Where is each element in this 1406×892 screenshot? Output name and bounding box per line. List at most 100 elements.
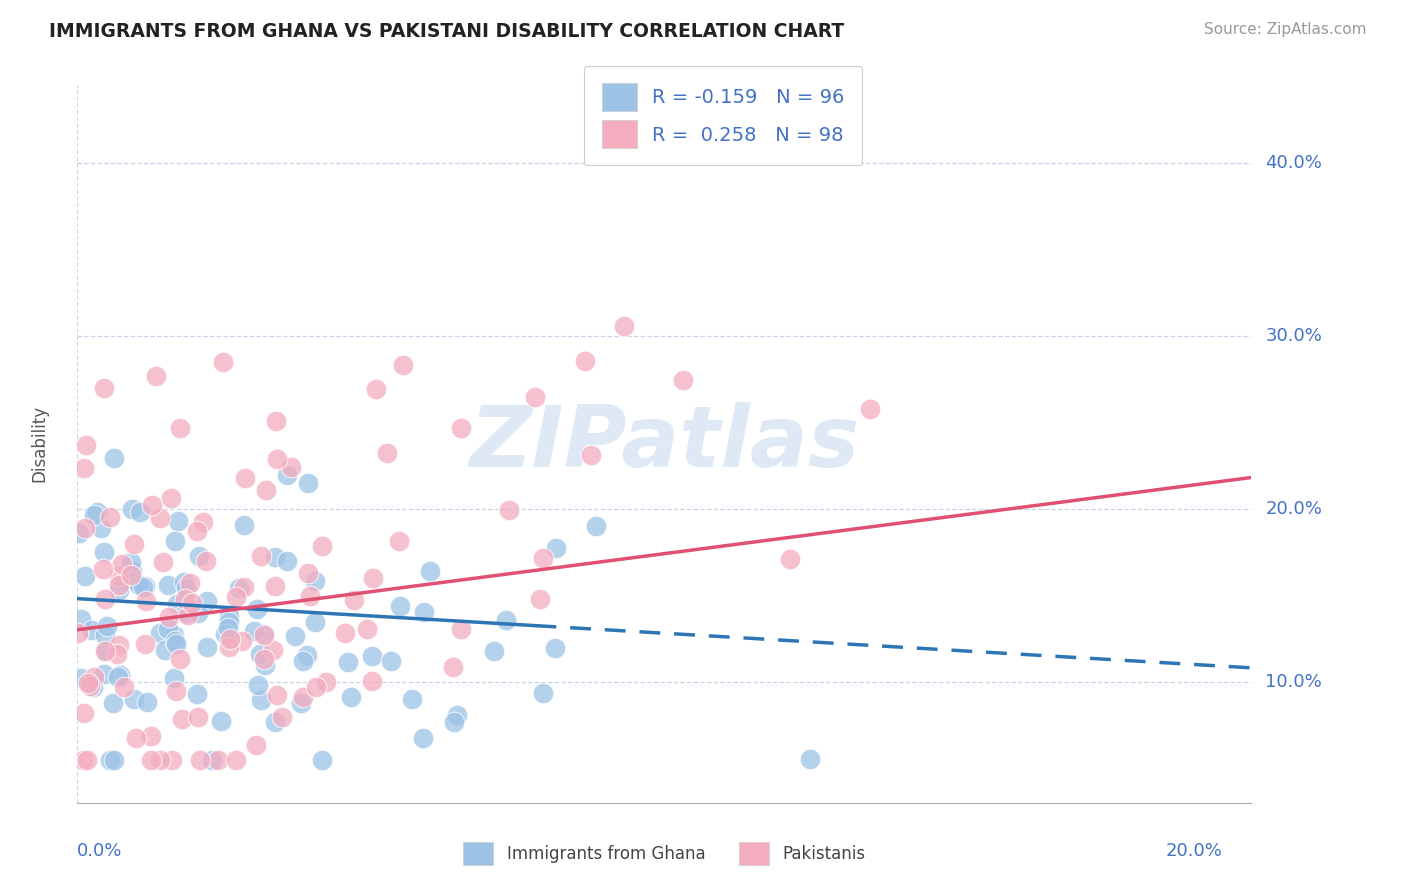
Point — [343, 593, 366, 607]
Point — [73, 569, 96, 583]
Point — [176, 581, 198, 595]
Point — [336, 655, 359, 669]
Point — [613, 319, 636, 334]
Point — [103, 753, 125, 767]
Point — [544, 541, 567, 555]
Point — [232, 517, 254, 532]
Point — [672, 373, 695, 387]
Text: 20.0%: 20.0% — [1166, 842, 1223, 860]
Point — [524, 390, 547, 404]
Point — [165, 637, 187, 651]
Point — [333, 625, 356, 640]
Point — [96, 644, 118, 658]
Point — [218, 615, 240, 630]
Point — [165, 533, 187, 548]
Point — [94, 628, 117, 642]
Point — [174, 592, 197, 607]
Point — [82, 680, 104, 694]
Point — [187, 607, 209, 621]
Point — [172, 712, 194, 726]
Point — [233, 580, 256, 594]
Point — [249, 647, 271, 661]
Point — [297, 566, 319, 580]
Point — [166, 514, 188, 528]
Point — [225, 753, 247, 767]
Legend: Immigrants from Ghana, Pakistanis: Immigrants from Ghana, Pakistanis — [456, 833, 873, 873]
Point — [188, 549, 211, 563]
Point — [141, 499, 163, 513]
Point — [253, 652, 276, 666]
Point — [165, 684, 187, 698]
Point — [100, 510, 122, 524]
Point — [340, 690, 363, 705]
Point — [73, 460, 96, 475]
Point — [179, 575, 201, 590]
Text: 10.0%: 10.0% — [1265, 673, 1322, 690]
Point — [495, 613, 517, 627]
Point — [271, 710, 294, 724]
Point — [361, 571, 384, 585]
Point — [67, 526, 90, 541]
Point — [134, 637, 156, 651]
Point — [315, 674, 337, 689]
Point — [360, 648, 382, 663]
Point — [207, 753, 229, 767]
Point — [94, 591, 117, 606]
Point — [93, 381, 115, 395]
Point — [297, 475, 319, 490]
Point — [120, 568, 142, 582]
Point — [498, 503, 520, 517]
Point — [305, 680, 328, 694]
Point — [195, 553, 218, 567]
Point — [529, 592, 551, 607]
Point — [250, 693, 273, 707]
Point — [149, 626, 172, 640]
Point — [380, 654, 402, 668]
Point — [156, 622, 179, 636]
Point — [155, 643, 177, 657]
Point — [72, 706, 94, 720]
Point — [214, 626, 236, 640]
Point — [219, 630, 242, 644]
Point — [276, 554, 298, 568]
Point — [169, 652, 191, 666]
Point — [122, 537, 145, 551]
Point — [149, 511, 172, 525]
Point — [141, 729, 163, 743]
Point — [266, 452, 288, 467]
Point — [108, 667, 131, 681]
Point — [450, 623, 472, 637]
Point — [174, 607, 197, 621]
Text: 20.0%: 20.0% — [1265, 500, 1322, 517]
Point — [375, 446, 398, 460]
Point — [356, 623, 378, 637]
Point — [112, 680, 135, 694]
Point — [108, 568, 131, 582]
Point — [304, 615, 326, 629]
Point — [149, 753, 172, 767]
Point — [311, 540, 333, 554]
Point — [162, 671, 184, 685]
Point — [290, 696, 312, 710]
Point — [218, 632, 240, 647]
Point — [218, 640, 240, 654]
Point — [412, 731, 434, 745]
Point — [96, 619, 118, 633]
Point — [218, 608, 240, 623]
Point — [245, 739, 267, 753]
Point — [531, 686, 554, 700]
Text: 0.0%: 0.0% — [77, 842, 122, 860]
Point — [263, 549, 285, 564]
Point — [128, 505, 150, 519]
Point — [165, 633, 187, 648]
Point — [264, 579, 287, 593]
Text: 40.0%: 40.0% — [1265, 153, 1322, 171]
Point — [544, 640, 567, 655]
Point — [73, 521, 96, 535]
Point — [80, 623, 103, 637]
Point — [188, 753, 211, 767]
Point — [280, 459, 302, 474]
Point — [441, 660, 464, 674]
Point — [66, 626, 89, 640]
Point — [108, 639, 131, 653]
